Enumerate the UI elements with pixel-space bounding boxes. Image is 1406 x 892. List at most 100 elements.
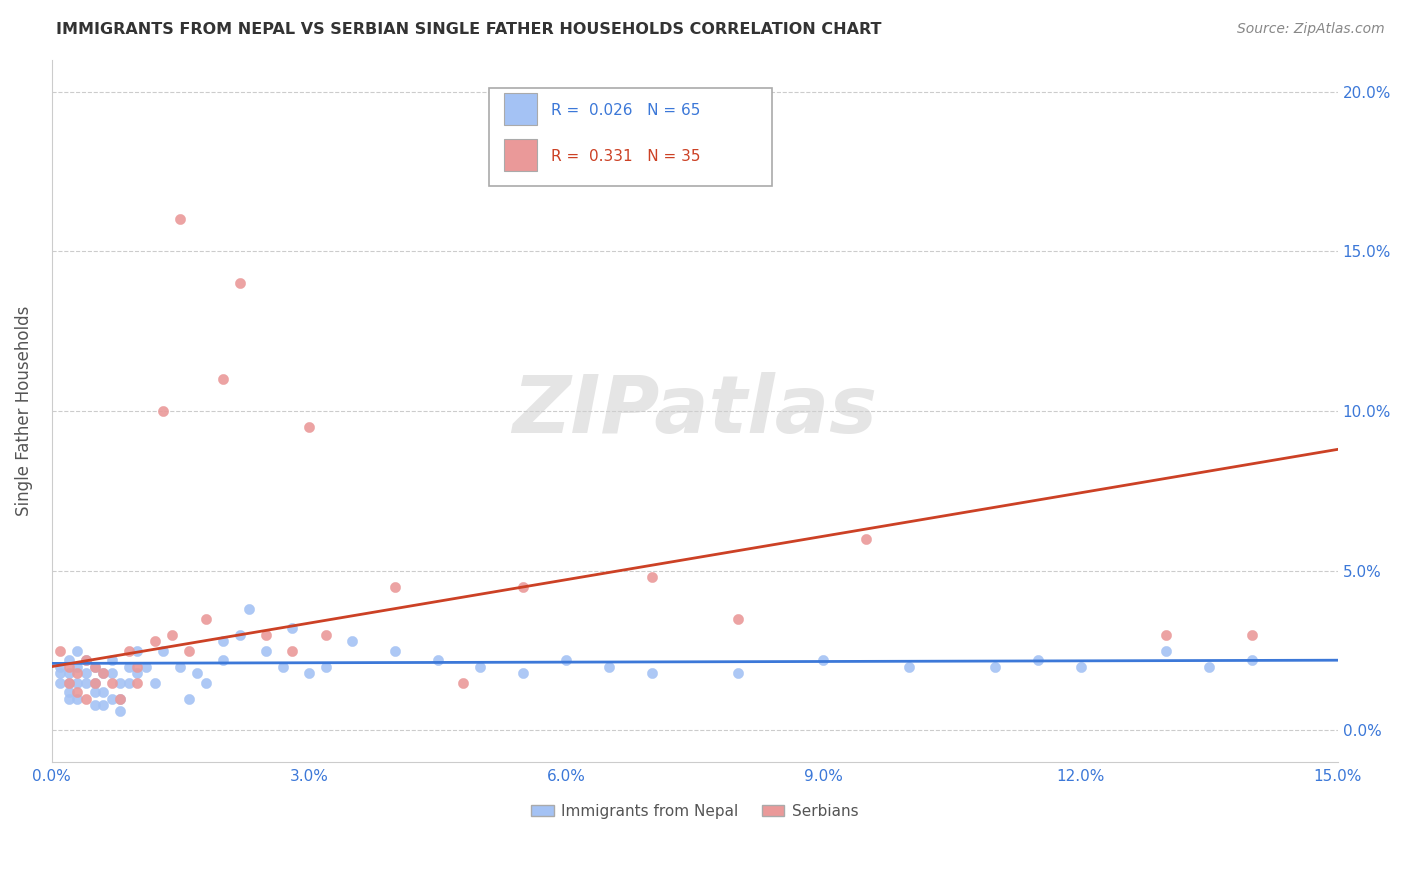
Point [340, 634, 363, 648]
FancyBboxPatch shape [505, 139, 537, 170]
Point [75, 675, 97, 690]
Point [83, 685, 105, 699]
Point [212, 372, 235, 386]
Point [110, 704, 132, 718]
Point [58, 691, 80, 706]
Point [49, 643, 72, 657]
Point [229, 627, 252, 641]
Point [254, 643, 277, 657]
Point [512, 665, 534, 680]
Point [212, 634, 235, 648]
Point [118, 659, 141, 673]
Point [298, 420, 321, 434]
Point [75, 691, 97, 706]
Point [195, 675, 218, 690]
Point [91, 685, 114, 699]
Point [855, 532, 877, 546]
Point [1156, 643, 1178, 657]
Point [984, 659, 1007, 673]
Point [298, 665, 321, 680]
Point [100, 675, 122, 690]
Point [75, 653, 97, 667]
Point [727, 665, 749, 680]
Point [160, 627, 183, 641]
Point [143, 675, 166, 690]
Point [152, 404, 174, 418]
Point [177, 691, 200, 706]
Point [83, 698, 105, 712]
Point [58, 675, 80, 690]
Point [238, 602, 260, 616]
Point [83, 675, 105, 690]
Point [1198, 659, 1220, 673]
Point [177, 643, 200, 657]
Point [58, 659, 80, 673]
Point [169, 212, 191, 227]
Point [110, 691, 132, 706]
Point [127, 665, 149, 680]
Point [315, 659, 337, 673]
Point [1240, 653, 1263, 667]
Point [470, 659, 492, 673]
Point [91, 698, 114, 712]
Text: R =  0.331   N = 35: R = 0.331 N = 35 [551, 149, 700, 164]
Point [118, 643, 141, 657]
Point [512, 580, 534, 594]
Point [451, 675, 474, 690]
Point [186, 665, 208, 680]
Point [100, 691, 122, 706]
Point [555, 653, 578, 667]
Point [281, 643, 304, 657]
Point [110, 691, 132, 706]
Point [727, 612, 749, 626]
Point [254, 627, 277, 641]
Point [66, 659, 89, 673]
Point [118, 675, 141, 690]
Point [75, 665, 97, 680]
Point [66, 643, 89, 657]
Text: R =  0.026   N = 65: R = 0.026 N = 65 [551, 103, 700, 119]
Point [384, 580, 406, 594]
Point [641, 665, 664, 680]
Point [127, 643, 149, 657]
Point [83, 675, 105, 690]
Point [1070, 659, 1092, 673]
Point [1156, 627, 1178, 641]
FancyBboxPatch shape [489, 87, 772, 186]
Point [281, 621, 304, 635]
Point [66, 675, 89, 690]
Point [66, 665, 89, 680]
Point [58, 675, 80, 690]
Point [212, 653, 235, 667]
Point [66, 691, 89, 706]
Point [127, 659, 149, 673]
Point [271, 659, 294, 673]
Point [91, 665, 114, 680]
Point [58, 665, 80, 680]
Point [49, 665, 72, 680]
Point [83, 659, 105, 673]
Point [169, 659, 191, 673]
Point [49, 659, 72, 673]
Point [143, 634, 166, 648]
Point [100, 653, 122, 667]
Point [66, 685, 89, 699]
Text: ZIPatlas: ZIPatlas [512, 372, 877, 450]
Y-axis label: Single Father Households: Single Father Households [15, 306, 32, 516]
Point [195, 612, 218, 626]
Point [152, 643, 174, 657]
Legend: Immigrants from Nepal, Serbians: Immigrants from Nepal, Serbians [524, 797, 865, 825]
FancyBboxPatch shape [505, 94, 537, 125]
Point [83, 659, 105, 673]
Point [641, 570, 664, 584]
Point [813, 653, 835, 667]
Point [1026, 653, 1049, 667]
Point [49, 675, 72, 690]
Point [58, 653, 80, 667]
Point [91, 665, 114, 680]
Point [135, 659, 157, 673]
Point [110, 675, 132, 690]
Point [75, 653, 97, 667]
Text: Source: ZipAtlas.com: Source: ZipAtlas.com [1237, 22, 1385, 37]
Point [58, 685, 80, 699]
